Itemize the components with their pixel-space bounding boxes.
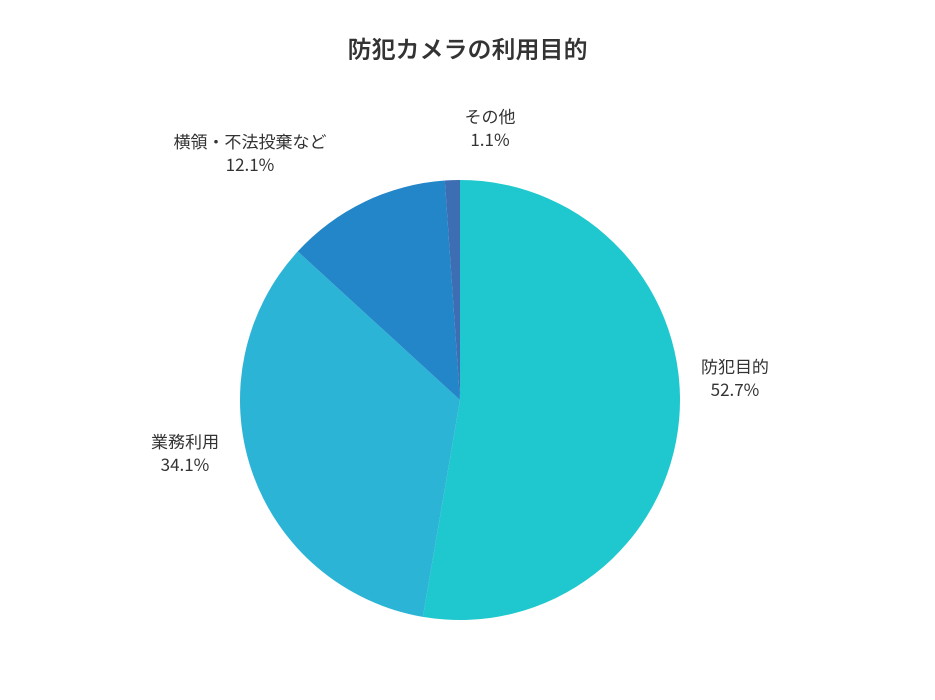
pie-chart: 防犯カメラの利用目的 防犯目的52.7%業務利用34.1%横領・不法投棄など12… [0, 0, 935, 700]
slice-label: 業務利用34.1% [151, 430, 219, 476]
slice-label-name: 業務利用 [151, 430, 219, 453]
slice-label-percent: 52.7% [701, 378, 769, 401]
slice-label-percent: 12.1% [174, 153, 327, 176]
slice-label-percent: 1.1% [465, 128, 516, 151]
slice-label-name: 防犯目的 [701, 355, 769, 378]
slice-label: 防犯目的52.7% [701, 355, 769, 401]
slice-label: その他1.1% [465, 105, 516, 151]
slice-label-name: その他 [465, 105, 516, 128]
slice-label: 横領・不法投棄など12.1% [174, 130, 327, 176]
slice-label-percent: 34.1% [151, 453, 219, 476]
pie-slice [423, 180, 680, 620]
slice-label-name: 横領・不法投棄など [174, 130, 327, 153]
